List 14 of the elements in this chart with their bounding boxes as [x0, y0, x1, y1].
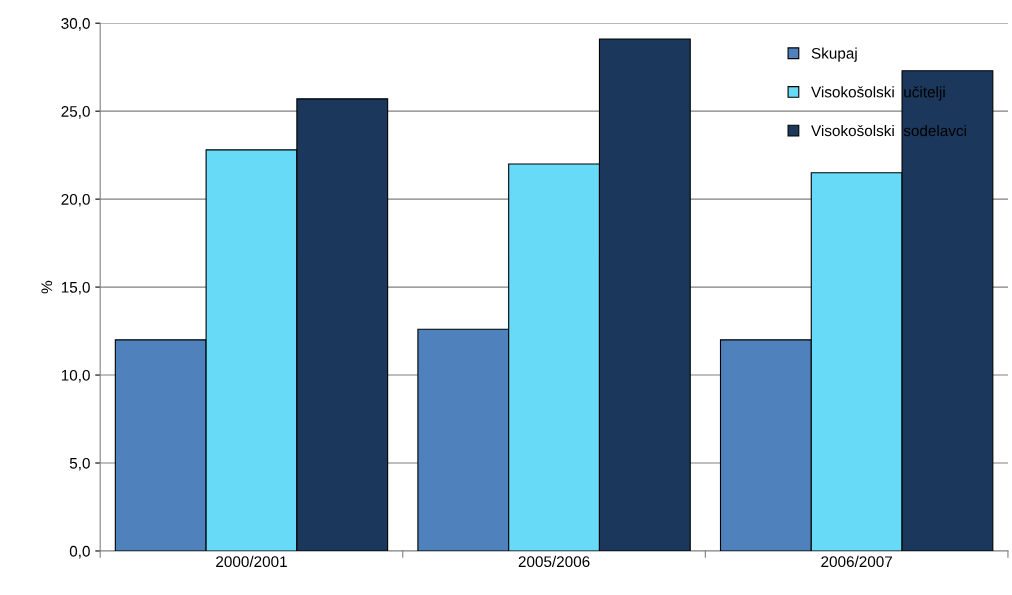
legend-label: Visokošolski sodelavci — [811, 124, 966, 137]
y-tick-label: 25,0 — [61, 106, 90, 119]
x-tick-label: 2000/2001 — [216, 555, 287, 568]
x-tick-label: 2005/2006 — [518, 555, 590, 568]
y-tick-label: 15,0 — [61, 281, 90, 295]
legend-label: Visokošolski učitelji — [811, 86, 945, 101]
y-tick-label: 10,0 — [61, 369, 90, 383]
y-tick-label: 0,0 — [69, 545, 90, 559]
y-tick-label: 30,0 — [61, 18, 90, 31]
y-tick-label: 20,0 — [61, 193, 90, 207]
y-tick-label: 5,0 — [69, 457, 90, 471]
y-axis-title: % — [41, 280, 53, 294]
x-tick-label: 2006/2007 — [821, 555, 892, 568]
legend-label: Skupaj — [811, 47, 857, 62]
